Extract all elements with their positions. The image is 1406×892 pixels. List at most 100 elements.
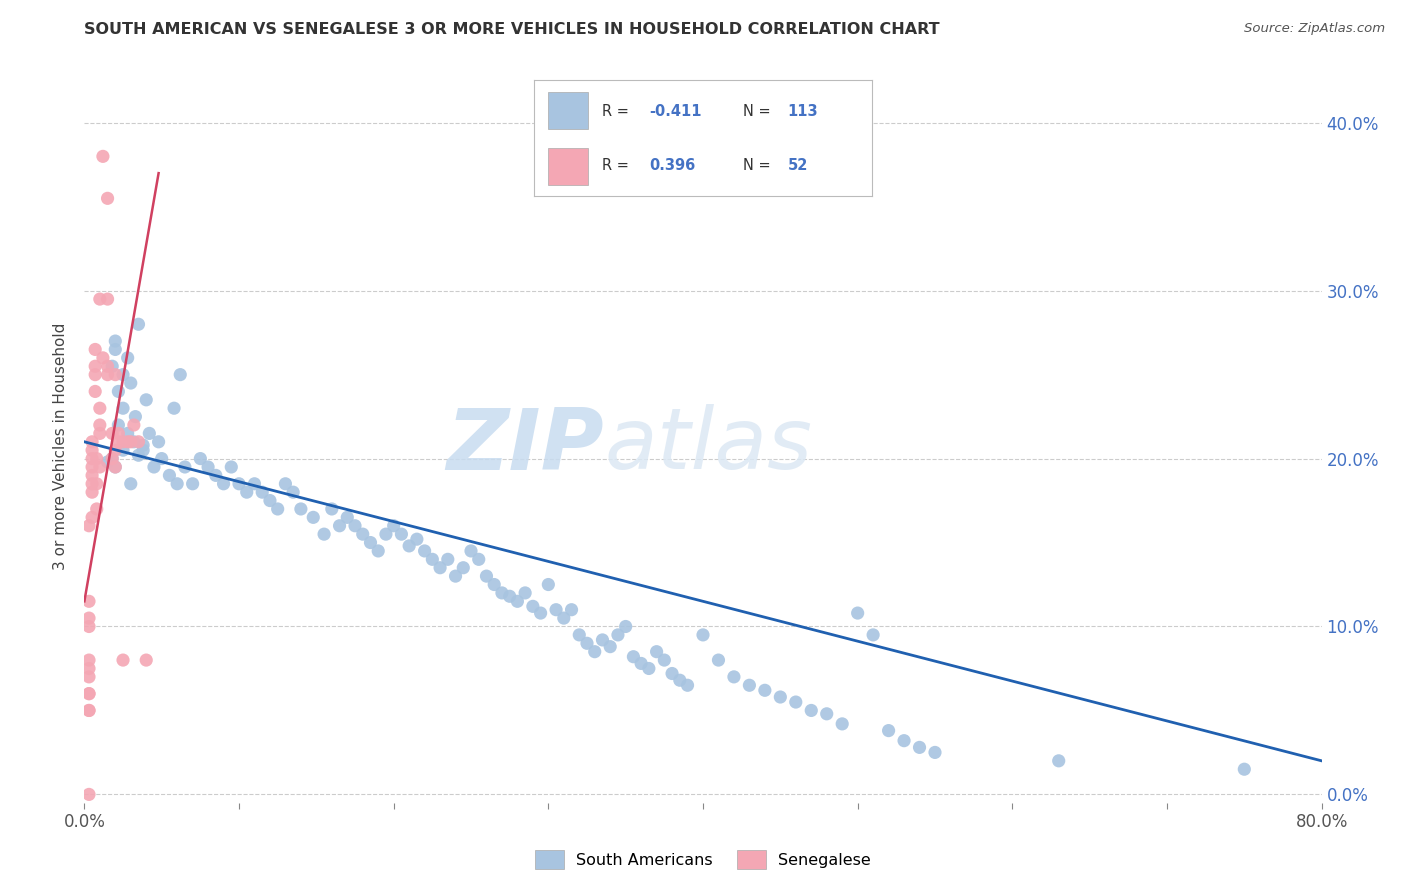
Text: SOUTH AMERICAN VS SENEGALESE 3 OR MORE VEHICLES IN HOUSEHOLD CORRELATION CHART: SOUTH AMERICAN VS SENEGALESE 3 OR MORE V… [84, 22, 941, 37]
Point [862, 628, 884, 642]
Point [89, 401, 111, 416]
Point [769, 690, 792, 704]
Point [174, 460, 197, 475]
Point [120, 376, 142, 390]
Point [638, 661, 661, 675]
Point [413, 544, 436, 558]
Point [112, 653, 135, 667]
Point [723, 670, 745, 684]
Point [475, 569, 498, 583]
Text: Source: ZipAtlas.com: Source: ZipAtlas.com [1244, 22, 1385, 36]
Point [506, 594, 529, 608]
Point [104, 334, 127, 348]
Point [669, 673, 692, 688]
Text: N =: N = [744, 103, 776, 119]
Point [104, 368, 127, 382]
Point [82, 460, 104, 475]
Point [97, 368, 120, 382]
Point [148, 434, 170, 449]
Point [101, 426, 124, 441]
Point [406, 532, 429, 546]
Point [484, 577, 506, 591]
FancyBboxPatch shape [548, 92, 588, 129]
Point [89, 292, 111, 306]
Point [122, 417, 145, 432]
Point [86, 476, 108, 491]
Point [908, 740, 931, 755]
Point [553, 611, 575, 625]
Point [181, 476, 204, 491]
Point [89, 426, 111, 441]
Point [117, 351, 139, 365]
Point [321, 502, 343, 516]
Point [77, 788, 100, 802]
Point [499, 589, 522, 603]
Point [122, 434, 145, 449]
Point [228, 476, 250, 491]
Point [252, 485, 274, 500]
Point [82, 485, 104, 500]
Point [124, 409, 146, 424]
Point [375, 527, 398, 541]
Point [97, 455, 120, 469]
Point [453, 560, 475, 574]
Point [104, 343, 127, 357]
Point [437, 552, 460, 566]
Point [89, 417, 111, 432]
Point [568, 628, 591, 642]
Point [692, 628, 714, 642]
Point [117, 426, 139, 441]
Point [77, 703, 100, 717]
Point [82, 451, 104, 466]
Point [86, 502, 108, 516]
Point [599, 640, 621, 654]
Point [607, 628, 630, 642]
Point [77, 594, 100, 608]
Point [800, 703, 823, 717]
Point [91, 149, 114, 163]
Point [77, 653, 100, 667]
Point [77, 703, 100, 717]
Point [112, 443, 135, 458]
Point [82, 443, 104, 458]
Point [101, 359, 124, 374]
Point [530, 606, 553, 620]
Point [82, 510, 104, 524]
Point [89, 460, 111, 475]
Point [561, 603, 583, 617]
Point [101, 451, 124, 466]
Point [221, 460, 243, 475]
Point [107, 384, 129, 399]
Point [112, 434, 135, 449]
Point [135, 392, 157, 407]
Point [754, 683, 776, 698]
Point [138, 426, 160, 441]
Point [630, 657, 652, 671]
Point [614, 619, 637, 633]
Point [120, 476, 142, 491]
Point [97, 292, 120, 306]
Point [468, 552, 491, 566]
Point [163, 401, 186, 416]
Point [344, 518, 367, 533]
Point [82, 434, 104, 449]
Point [352, 527, 374, 541]
Text: R =: R = [602, 158, 633, 173]
Legend: South Americans, Senegalese: South Americans, Senegalese [529, 844, 877, 875]
Point [104, 460, 127, 475]
Point [143, 460, 166, 475]
Text: -0.411: -0.411 [650, 103, 702, 119]
Point [515, 586, 537, 600]
Point [1047, 754, 1070, 768]
Point [128, 434, 150, 449]
Point [623, 649, 645, 664]
Point [314, 527, 336, 541]
Point [707, 653, 730, 667]
Point [132, 438, 155, 452]
Point [107, 426, 129, 441]
Point [283, 485, 305, 500]
Point [391, 527, 413, 541]
Point [77, 687, 100, 701]
Point [491, 586, 513, 600]
Point [522, 599, 544, 614]
